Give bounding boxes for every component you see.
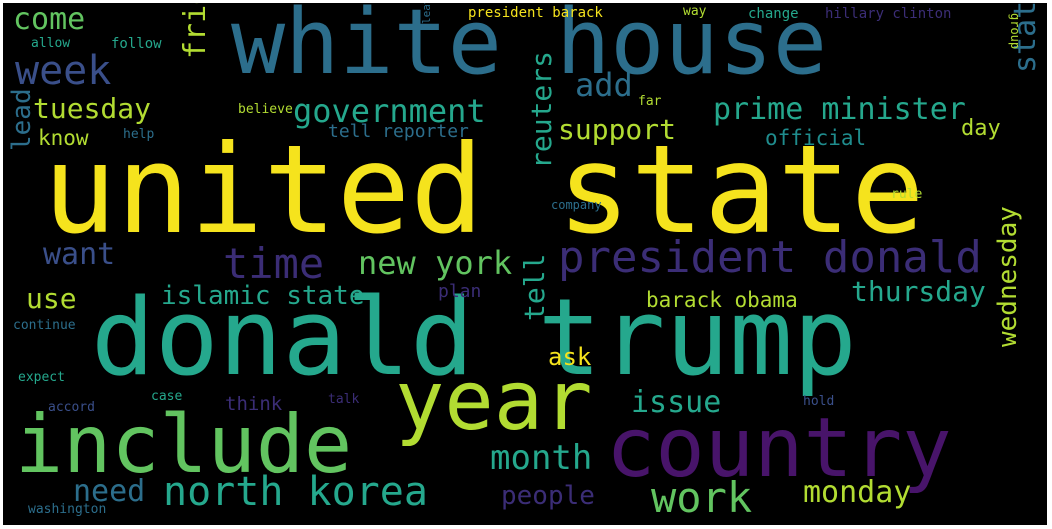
word-support: support — [558, 113, 677, 146]
word-accord: accord — [48, 400, 95, 415]
word-issue: issue — [631, 385, 722, 420]
word-wednesday: wednesday — [993, 206, 1023, 347]
word-cloud: white house united state donald trump in… — [3, 3, 1047, 525]
word-expect: expect — [18, 370, 65, 385]
word-prime-minister: prime minister — [713, 92, 966, 127]
word-white-house: white house — [231, 3, 828, 95]
word-week: week — [15, 48, 112, 94]
word-barack-obama: barack obama — [646, 288, 798, 312]
word-donald-trump: donald trump — [91, 276, 857, 399]
word-time: time — [223, 239, 325, 288]
word-new-york: new york — [358, 244, 513, 282]
word-country: country — [606, 401, 952, 496]
word-hillary-clinton: hillary clinton — [825, 6, 952, 22]
word-north-korea: north korea — [163, 469, 428, 515]
word-tuesday: tuesday — [33, 92, 152, 125]
word-allow: allow — [31, 36, 71, 51]
word-lead: lead — [7, 88, 37, 151]
word-include: include — [15, 398, 353, 491]
word-reuters: reuters — [525, 50, 558, 169]
word-year: year — [395, 354, 593, 449]
word-president-donald: president donald — [558, 232, 982, 283]
word-tell-reporter: tell reporter — [328, 121, 469, 142]
word-add: add — [575, 66, 633, 104]
word-friday: friday — [178, 3, 213, 59]
word-washington: washington — [28, 502, 107, 517]
word-thursday: thursday — [851, 275, 986, 308]
word-president-barack: president barack — [468, 5, 603, 21]
word-month: month — [490, 438, 593, 478]
word-people: people — [501, 481, 595, 511]
word-come: come — [13, 3, 86, 37]
word-leave: leave — [420, 3, 433, 24]
word-work: work — [651, 473, 753, 522]
word-group: group — [1008, 13, 1023, 50]
word-day: day — [961, 116, 1001, 141]
word-believe: believe — [238, 102, 293, 117]
word-use: use — [26, 282, 77, 315]
word-hold: hold — [803, 394, 835, 409]
word-monday: monday — [803, 475, 912, 510]
word-plan: plan — [438, 281, 482, 302]
word-need: need — [73, 474, 146, 509]
word-follow: follow — [111, 36, 162, 52]
word-far: far — [638, 94, 662, 109]
word-islamic-state: islamic state — [161, 281, 365, 311]
word-talk: talk — [328, 392, 360, 407]
word-government: government — [293, 92, 486, 130]
word-company: company — [551, 198, 602, 212]
word-think: think — [225, 393, 283, 415]
word-help: help — [123, 127, 155, 142]
word-way: way — [683, 4, 707, 19]
word-change: change — [748, 6, 799, 22]
word-want: want — [43, 237, 116, 272]
word-ask: ask — [548, 343, 592, 371]
word-continue: continue — [13, 318, 76, 333]
word-rule: rule — [891, 187, 923, 202]
word-know: know — [38, 126, 89, 150]
word-united-state: united state — [43, 119, 925, 261]
word-official: official — [765, 126, 867, 150]
word-tell: tell — [518, 253, 551, 321]
word-case: case — [151, 389, 183, 404]
